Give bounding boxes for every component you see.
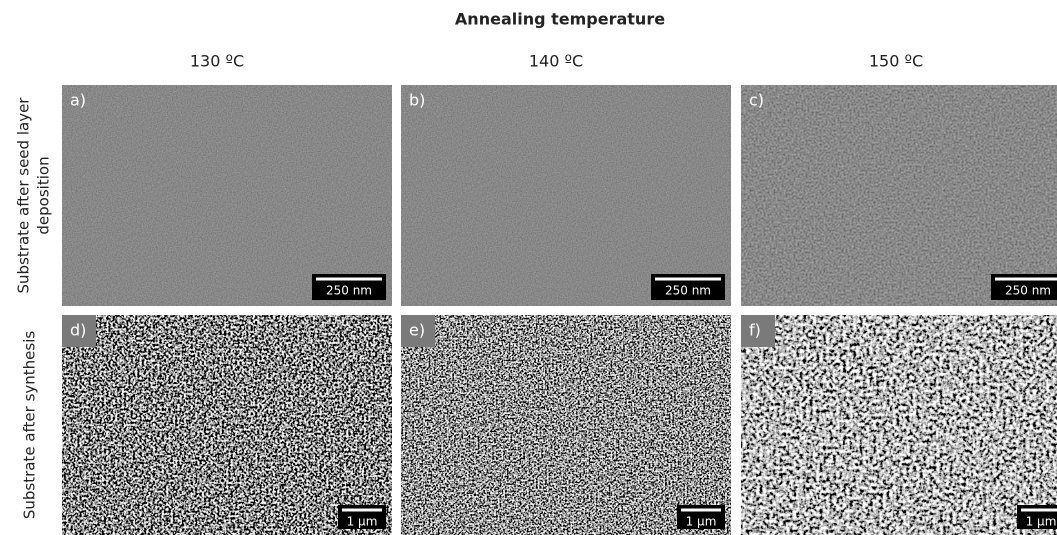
- sem-image: [401, 85, 731, 306]
- scale-bar-label: 250 nm: [1005, 284, 1051, 298]
- sem-panel: d) 1 µm: [62, 315, 392, 535]
- sem-panel: a) 250 nm: [62, 85, 392, 306]
- scale-bar-label: 1 µm: [1026, 515, 1057, 529]
- panel-label: c): [749, 91, 764, 110]
- panel-label: d): [70, 321, 86, 340]
- scale-bar-label: 1 µm: [347, 515, 378, 529]
- sem-image: [741, 85, 1057, 306]
- label-box: [62, 315, 96, 347]
- sem-image: [62, 85, 392, 306]
- sem-panel: c) 250 nm: [741, 85, 1057, 306]
- sem-image: [401, 315, 731, 535]
- row-label: Substrate after seed layer: [15, 97, 33, 294]
- sem-image: [62, 315, 392, 535]
- column-header: 130 ºC: [190, 52, 244, 71]
- sem-panel: b) 250 nm: [401, 85, 731, 306]
- scale-bar-label: 1 µm: [686, 515, 717, 529]
- sem-panel: e) 1 µm: [401, 315, 731, 535]
- figure-title: Annealing temperature: [455, 10, 665, 29]
- scale-bar-label: 250 nm: [326, 284, 372, 298]
- label-box: [741, 315, 775, 347]
- column-header: 150 ºC: [869, 52, 923, 71]
- label-box: [401, 315, 435, 347]
- row-label: Substrate after synthesis: [21, 331, 39, 520]
- sem-panel: f) 1 µm: [741, 315, 1057, 535]
- panel-label: f): [749, 321, 761, 340]
- scale-bar-label: 250 nm: [665, 284, 711, 298]
- panel-label: a): [70, 91, 86, 110]
- panel-label: b): [409, 91, 425, 110]
- row-label: deposition: [35, 156, 53, 234]
- column-header: 140 ºC: [529, 52, 583, 71]
- panel-label: e): [409, 321, 425, 340]
- sem-image: [741, 315, 1057, 535]
